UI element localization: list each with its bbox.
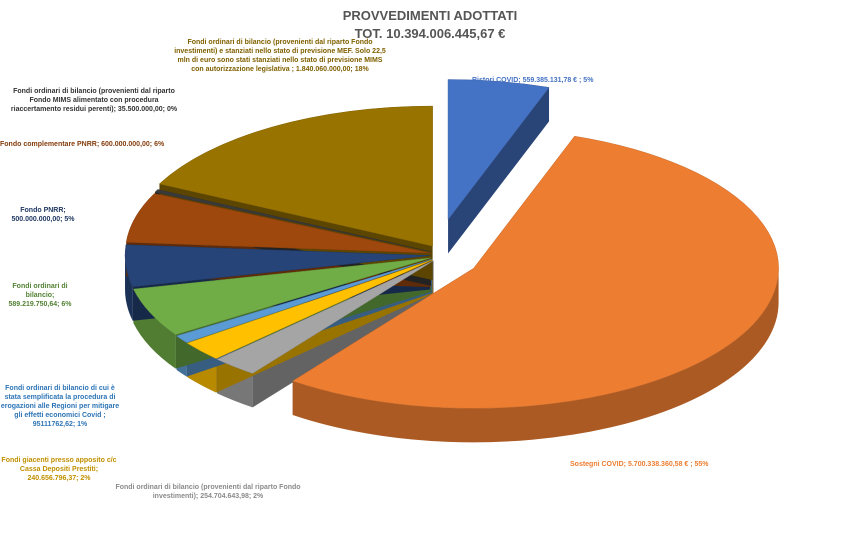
chart-title: PROVVEDIMENTI ADOTTATI — [342, 8, 518, 23]
slice-name: Fondi ordinari di bilancio (provenienti … — [115, 484, 301, 500]
data-label: Fondi ordinari di bilancio (provenienti … — [108, 483, 308, 501]
slice-value: 600.000.000,00; 6% — [101, 141, 165, 148]
pie-slice — [176, 259, 432, 343]
slice-name: Fondi ordinari di bilancio di cui è stat… — [0, 385, 120, 419]
pie-slice — [124, 244, 431, 287]
pie-slice — [125, 193, 431, 254]
pie-slice — [292, 135, 779, 409]
data-label: Fondo complementare PNRR; 600.000.000,00… — [0, 140, 170, 149]
slice-name: Fondi ordinari di bilancio (provenienti … — [174, 39, 386, 73]
pie-slice — [133, 257, 431, 335]
slice-value: 5.700.338.360,58 € ; 55% — [627, 461, 709, 468]
slice-name: Fondo complementare PNRR; — [0, 141, 100, 148]
pie-slice — [154, 189, 432, 252]
data-label: Sostegni COVID; 5.700.338.360,58 € ; 55% — [570, 460, 770, 469]
chart-subtitle: TOT. 10.394.006.445,67 € — [354, 26, 506, 41]
slice-value: 500.000.000,00; 5% — [11, 216, 75, 223]
slice-value: 240.656.796,37; 2% — [27, 475, 91, 482]
pie-slice — [216, 260, 434, 374]
slice-name: Sostegni COVID; — [570, 461, 627, 468]
data-label: Fondi ordinari di bilancio (provenienti … — [8, 87, 180, 114]
pie-slice — [447, 79, 550, 221]
slice-value: 35.500.000,00; 0% — [117, 106, 178, 113]
data-label: Fondi ordinari di bilancio di cui è stat… — [0, 384, 120, 429]
pie-slice — [158, 105, 433, 247]
pie-slice — [186, 259, 433, 359]
slice-wall — [448, 87, 550, 254]
data-label: Fondi ordinari di bilancio (provenienti … — [174, 38, 386, 74]
slice-side — [292, 268, 779, 443]
slice-name: Fondo PNRR; — [20, 207, 66, 214]
data-label: Fondi ordinari di bilancio; 589.219.750,… — [0, 282, 80, 309]
slice-name: Fondi ordinari di bilancio (provenienti … — [10, 88, 175, 113]
slice-name: Fondi ordinari di bilancio; — [12, 283, 68, 299]
data-label: Fondi giacenti presso apposito c/c Cassa… — [0, 456, 118, 483]
data-label: Ristori COVID; 559.385.131,78 € ; 5% — [472, 76, 622, 85]
slice-value: 254.704.643,98; 2% — [200, 493, 264, 500]
slice-value: 589.219.750,64; 6% — [8, 301, 72, 308]
data-label: Fondo PNRR; 500.000.000,00; 5% — [0, 206, 86, 224]
slice-name: Fondi giacenti presso apposito c/c Cassa… — [1, 457, 117, 473]
slice-name: Ristori COVID; — [472, 77, 521, 84]
slice-value: 559.385.131,78 € ; 5% — [522, 77, 594, 84]
slice-tops — [124, 79, 779, 409]
slice-value: 95111762,62; 1% — [32, 421, 88, 428]
slice-value: 1.840.060.000,00; 18% — [295, 66, 369, 73]
